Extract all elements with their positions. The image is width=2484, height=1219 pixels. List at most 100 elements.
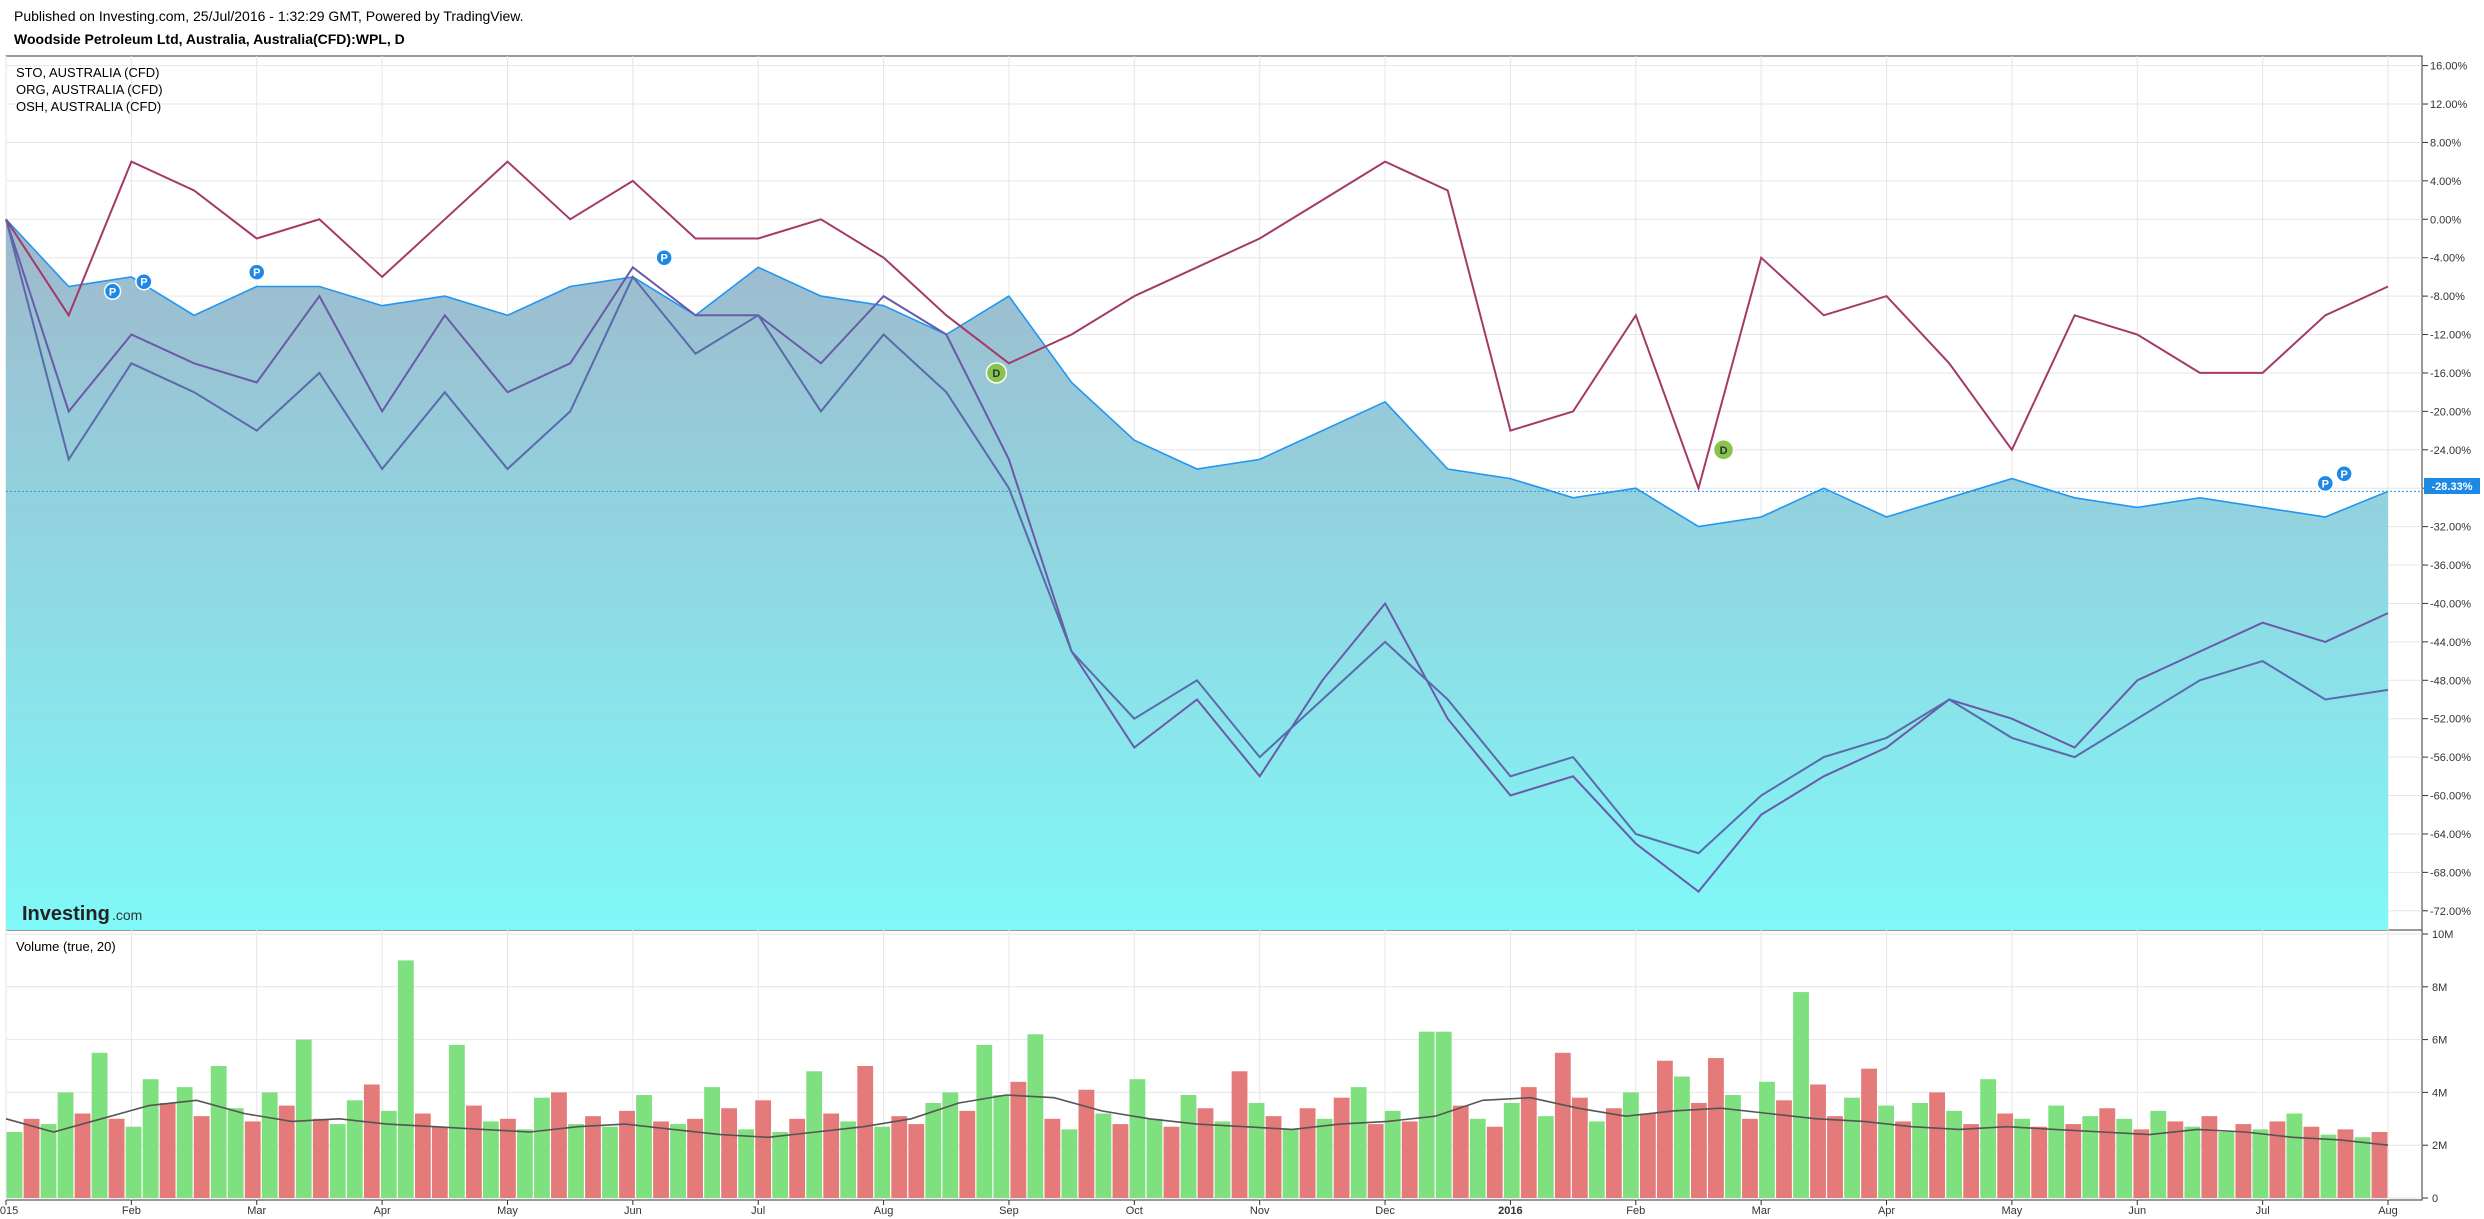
volume-bar xyxy=(1980,1079,1997,1198)
volume-bar xyxy=(2048,1105,2065,1198)
volume-bar xyxy=(1759,1081,1775,1198)
y-tick-label: -72.00% xyxy=(2430,906,2471,918)
logo-text: Investing xyxy=(22,903,110,925)
logo-suffix: .com xyxy=(112,907,142,923)
volume-bar xyxy=(57,1092,74,1198)
volume-bar xyxy=(1095,1113,1112,1198)
volume-bar xyxy=(1401,1121,1418,1198)
x-tick-label: Aug xyxy=(874,1205,894,1217)
volume-bar xyxy=(1827,1116,1843,1198)
volume-bar xyxy=(159,1102,176,1198)
y-tick-label: -40.00% xyxy=(2430,598,2471,610)
volume-bar xyxy=(942,1092,959,1198)
legend-item-osh: OSH, AUSTRALIA (CFD) xyxy=(16,99,161,114)
event-marker xyxy=(2316,474,2335,493)
volume-bar xyxy=(1180,1095,1197,1198)
volume-bar xyxy=(1878,1105,1894,1198)
volume-bar xyxy=(1129,1079,1146,1198)
volume-bar xyxy=(1844,1097,1860,1198)
event-marker-label: P xyxy=(140,277,147,289)
volume-bar xyxy=(1810,1084,1826,1198)
volume-bar xyxy=(1384,1110,1401,1198)
volume-bar xyxy=(602,1126,618,1198)
volume-bar xyxy=(1265,1116,1282,1198)
volume-bar xyxy=(244,1121,261,1198)
event-marker xyxy=(247,263,266,281)
volume-bar xyxy=(278,1105,295,1198)
investing-logo: Investing .com xyxy=(22,903,142,925)
volume-bar xyxy=(2218,1132,2235,1198)
x-tick-label: Apr xyxy=(1878,1205,1895,1217)
volume-bar xyxy=(1622,1092,1639,1198)
volume-bar xyxy=(2082,1116,2099,1198)
x-tick-label: 2016 xyxy=(1498,1205,1522,1217)
last-value-label: -28.33% xyxy=(2432,481,2473,493)
volume-bar xyxy=(976,1044,993,1198)
volume-bar xyxy=(1452,1105,1469,1198)
volume-bar xyxy=(1418,1031,1435,1198)
chart-title: Woodside Petroleum Ltd, Australia, Austr… xyxy=(14,31,405,47)
volume-bar xyxy=(2184,1126,2201,1198)
volume-bar xyxy=(1929,1092,1946,1198)
y-tick-label: -16.00% xyxy=(2430,368,2471,380)
volume-bar xyxy=(91,1052,108,1198)
event-marker xyxy=(2335,465,2353,483)
x-tick-label: 2015 xyxy=(0,1205,18,1217)
y-tick-label: 8.00% xyxy=(2430,137,2461,149)
legend-item-sto: STO, AUSTRALIA (CFD) xyxy=(16,65,160,80)
y-tick-label: -36.00% xyxy=(2430,560,2471,572)
volume-ma-line xyxy=(5,1094,2389,1146)
y-tick-label: 0 xyxy=(2432,1193,2438,1205)
y-tick-label: -24.00% xyxy=(2430,445,2471,457)
volume-bar xyxy=(193,1116,210,1198)
event-marker-label: P xyxy=(2340,469,2347,481)
volume-bar xyxy=(687,1118,703,1198)
volume-bar xyxy=(653,1121,669,1198)
volume-bar xyxy=(465,1105,482,1198)
volume-bar xyxy=(1282,1129,1299,1198)
volume-bar xyxy=(1639,1113,1656,1198)
volume-bar xyxy=(2099,1108,2116,1198)
y-tick-label: 16.00% xyxy=(2430,61,2468,73)
volume-bar xyxy=(2065,1124,2082,1198)
volume-bar xyxy=(210,1066,227,1198)
event-marker-label: P xyxy=(109,286,116,298)
volume-bar xyxy=(1010,1081,1027,1198)
volume-bar xyxy=(1605,1108,1622,1198)
x-tick-label: Oct xyxy=(1126,1205,1143,1217)
x-tick-label: Mar xyxy=(1752,1205,1771,1217)
y-tick-label: 0.00% xyxy=(2430,214,2461,226)
volume-bars xyxy=(5,960,2389,1198)
volume-bar xyxy=(346,1100,363,1198)
volume-bar xyxy=(295,1039,312,1198)
volume-bar xyxy=(2286,1113,2303,1198)
event-marker xyxy=(655,248,673,267)
y-tick-label: -48.00% xyxy=(2430,675,2471,687)
volume-bar xyxy=(2252,1129,2269,1198)
volume-bar xyxy=(619,1110,635,1198)
x-tick-label: Aug xyxy=(2378,1205,2398,1217)
volume-bar xyxy=(2303,1126,2320,1198)
x-tick-label: Jun xyxy=(2128,1205,2146,1217)
org-line xyxy=(5,160,2389,492)
volume-bar xyxy=(261,1092,278,1198)
volume-bar xyxy=(1691,1102,1707,1198)
y-tick-label: 10M xyxy=(2432,929,2453,941)
y-tick-label: 8M xyxy=(2432,982,2447,994)
volume-bar xyxy=(448,1044,465,1198)
x-tick-label: Nov xyxy=(1250,1205,1270,1217)
volume-bar xyxy=(1027,1034,1044,1198)
main-series-layer xyxy=(5,160,2422,931)
volume-bar xyxy=(431,1126,448,1198)
volume-bar xyxy=(1367,1124,1384,1198)
legend: STO, AUSTRALIA (CFD) ORG, AUSTRALIA (CFD… xyxy=(16,65,163,114)
volume-bar xyxy=(1588,1121,1605,1198)
volume-bar xyxy=(23,1118,40,1198)
volume-bar xyxy=(329,1124,346,1198)
volume-bar xyxy=(1146,1118,1163,1198)
volume-bar xyxy=(925,1102,942,1198)
volume-bar xyxy=(1299,1108,1316,1198)
volume-bar xyxy=(2337,1129,2354,1198)
